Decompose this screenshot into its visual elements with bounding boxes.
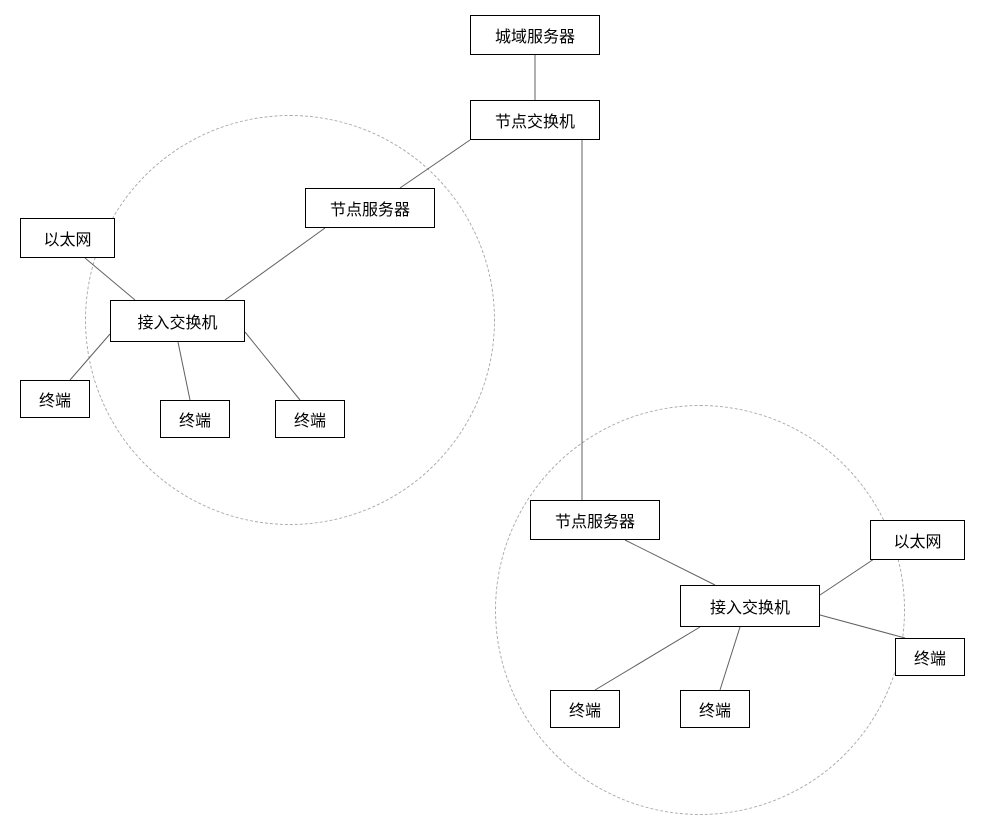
node-server-2-node: 节点服务器	[530, 500, 660, 540]
terminal-2c-node: 终端	[895, 638, 965, 676]
ethernet-2-node: 以太网	[870, 520, 965, 560]
terminal-2b-node: 终端	[680, 690, 750, 728]
ethernet-1-node: 以太网	[20, 218, 115, 258]
access-switch-2-node: 接入交换机	[680, 585, 820, 627]
terminal-1a-node: 终端	[20, 380, 90, 418]
node-switch-node: 节点交换机	[470, 100, 600, 140]
terminal-1b-node: 终端	[160, 400, 230, 438]
terminal-1c-node: 终端	[275, 400, 345, 438]
terminal-2a-node: 终端	[550, 690, 620, 728]
node-server-1-node: 节点服务器	[305, 188, 435, 228]
metro-server-node: 城域服务器	[470, 15, 600, 55]
access-switch-1-node: 接入交换机	[110, 300, 245, 342]
